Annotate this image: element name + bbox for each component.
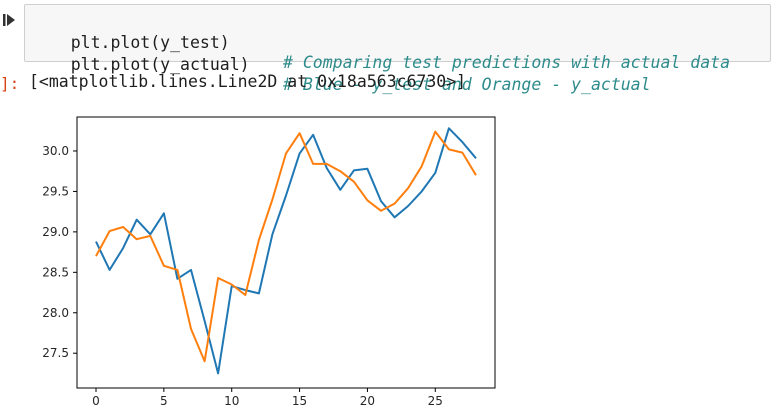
code-comment: # Blue - y_test and Orange - y_actual xyxy=(283,75,651,94)
x-tick-label: 15 xyxy=(292,394,307,408)
code-line-2: plt.plot(y_actual) # Blue - y_test and O… xyxy=(31,35,651,115)
y-tick-label: 30.0 xyxy=(42,144,69,158)
code-comment: # Comparing test predictions with actual… xyxy=(283,53,731,72)
series-line-y-actual xyxy=(95,130,477,363)
code-line-1: plt.plot(y_test) # Comparing test predic… xyxy=(31,13,730,93)
code-text: plt.plot(y_test) xyxy=(70,33,230,52)
x-tick-label: 0 xyxy=(92,394,100,408)
run-cell-icon[interactable] xyxy=(2,12,16,28)
y-tick-label: 28.0 xyxy=(42,306,69,320)
y-tick-label: 29.0 xyxy=(42,225,69,239)
x-tick-label: 5 xyxy=(160,394,168,408)
y-tick-label: 28.5 xyxy=(42,265,69,279)
series-line-y-test xyxy=(95,127,477,375)
output-text: [<matplotlib.lines.Line2D at 0x18a563c67… xyxy=(29,72,467,91)
code-cell-input[interactable]: plt.plot(y_test) # Comparing test predic… xyxy=(24,4,771,94)
x-tick-label: 25 xyxy=(428,394,443,408)
y-tick-label: 27.5 xyxy=(42,346,69,360)
plot-area xyxy=(76,116,496,389)
x-tick-label: 20 xyxy=(360,394,375,408)
code-text: plt.plot(y_actual) xyxy=(70,55,250,74)
output-prompt: ]: xyxy=(0,74,20,93)
y-tick-label: 29.5 xyxy=(42,184,69,198)
x-tick-label: 10 xyxy=(224,394,239,408)
